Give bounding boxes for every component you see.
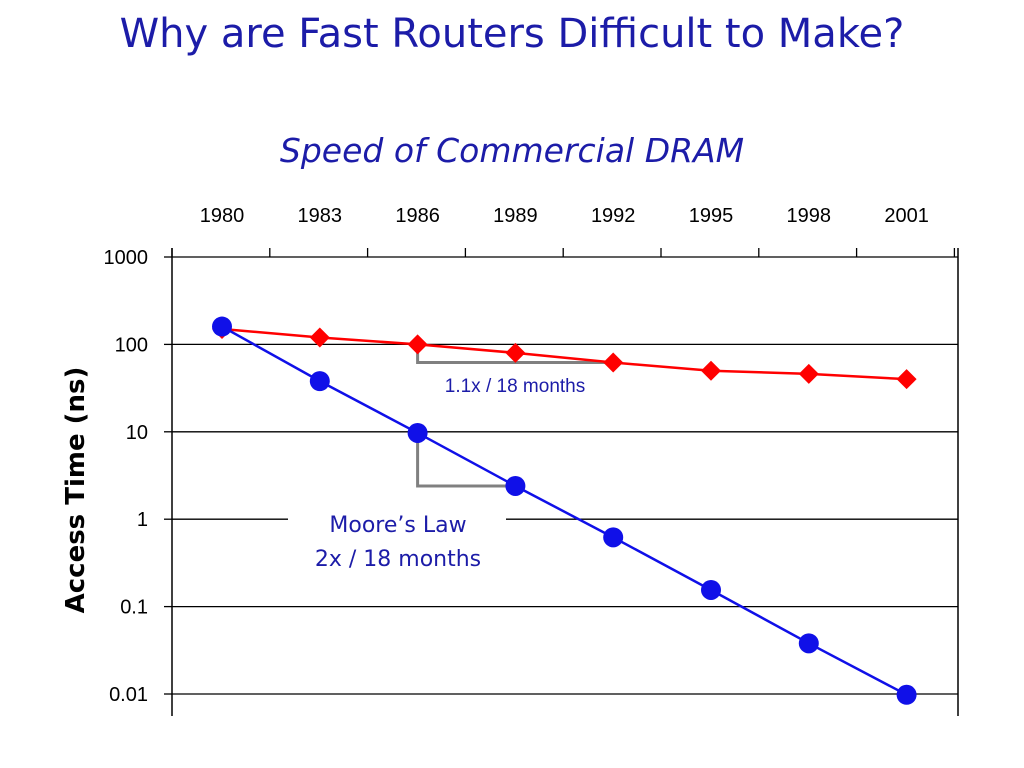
series-0-line (221, 327, 907, 381)
page-title: Why are Fast Routers Difficult to Make? (119, 11, 905, 57)
annotations: 1.1x / 18 months Moore’s Law 2x / 18 month… (288, 376, 585, 577)
series-0-point-1 (309, 327, 330, 348)
series-0-point-4 (603, 352, 624, 373)
slope-brackets (416, 344, 614, 488)
x-tick-label-1: 1983 (298, 205, 343, 227)
x-tick-label-2: 1986 (395, 205, 440, 227)
x-tick-label-5: 1995 (689, 205, 734, 227)
axes (164, 248, 959, 716)
y-tick-label-0: 1000 (104, 247, 149, 269)
series-1-point-1 (309, 371, 330, 392)
series-1-point-3 (505, 475, 526, 496)
annotation-moore-bg (288, 505, 506, 577)
series-0-point-5 (701, 360, 721, 381)
series-1-point-6 (798, 633, 819, 654)
x-tick-label-0: 1980 (200, 205, 245, 227)
series-1-point-5 (701, 579, 721, 600)
bracket-moore (416, 432, 516, 488)
series-0-point-3 (505, 342, 526, 363)
tick-labels: 1000 100 10 1 0.1 0.01 1980 1983 1986 1989 1992 199… (61, 205, 929, 706)
x-tick-label-7: 2001 (884, 205, 929, 227)
series-group (212, 316, 917, 705)
series-1-point-4 (603, 527, 624, 548)
page-subtitle: Speed of Commercial DRAM (279, 131, 745, 170)
series-0-point-7 (896, 369, 917, 390)
series-1-point-2 (407, 422, 428, 443)
y-tick-label-1: 100 (115, 334, 148, 356)
x-tick-label-6: 1998 (787, 205, 832, 227)
annotation-moore-line-1: 2x / 18 months (315, 547, 481, 572)
series-0-point-6 (798, 363, 819, 384)
series-1-line (221, 325, 908, 696)
annotation-dram-rate: 1.1x / 18 months (445, 376, 585, 397)
x-tick-label-3: 1989 (493, 205, 538, 227)
series-1-point-0 (212, 316, 232, 337)
series-1-point-7 (896, 684, 917, 705)
y-axis-title: Access Time (ns) (61, 367, 91, 614)
annotation-moore-line-0: Moore’s Law (329, 513, 466, 538)
y-tick-label-2: 10 (126, 422, 148, 444)
x-tick-label-4: 1992 (591, 205, 636, 227)
series-0-point-2 (407, 334, 428, 355)
gridlines (172, 256, 958, 695)
y-tick-label-5: 0.01 (109, 684, 148, 706)
y-tick-label-3: 1 (137, 509, 148, 531)
y-tick-label-4: 0.1 (120, 597, 148, 619)
